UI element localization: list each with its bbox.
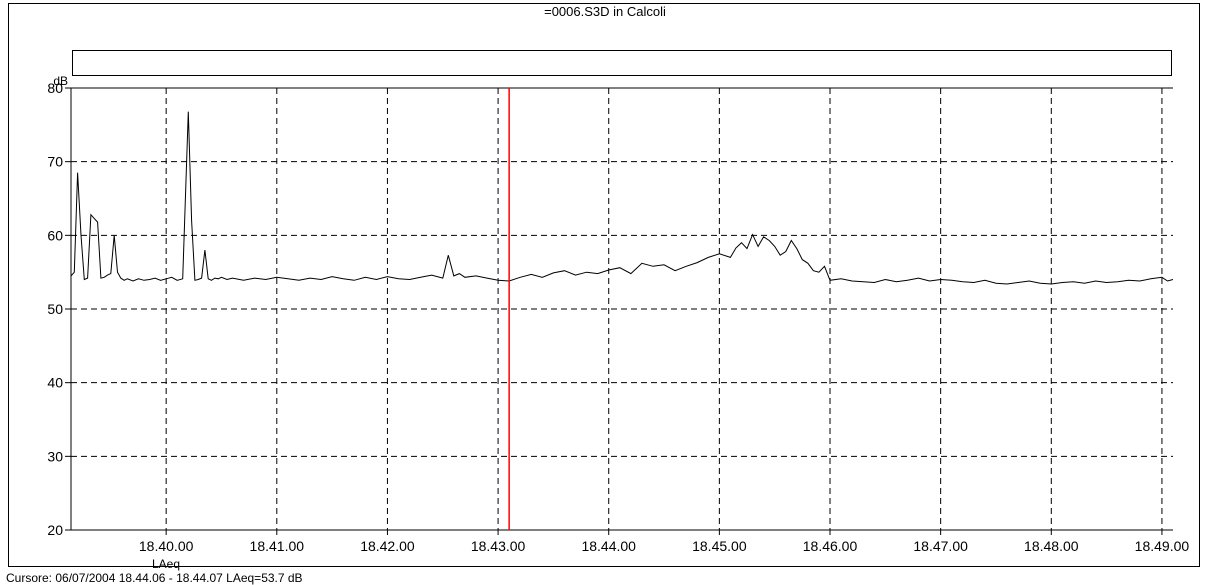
y-tick-label: 40 (47, 375, 63, 391)
x-tick-label: 18.48.00 (1024, 538, 1079, 554)
x-tick-label: 18.43.00 (471, 538, 526, 554)
x-tick-label: 18.42.00 (360, 538, 415, 554)
legend-label-laeq: LAeq (152, 557, 181, 571)
x-tick-label: 18.40.00 (139, 538, 194, 554)
chart-title: =0006.S3D in Calcoli (544, 4, 666, 19)
chart-header-box (72, 50, 1172, 76)
y-axis-label: dB (53, 74, 68, 88)
y-tick-label: 80 (47, 80, 63, 96)
x-tick-label: 18.44.00 (581, 538, 636, 554)
y-tick-label: 30 (47, 448, 63, 464)
y-tick-label: 20 (47, 522, 63, 538)
legend-swatch-laeq (100, 566, 150, 567)
chart-window-frame (8, 3, 1200, 567)
series-line-laeq (70, 111, 1174, 285)
x-tick-label: 18.47.00 (913, 538, 968, 554)
x-tick-label: 18.41.00 (250, 538, 305, 554)
x-tick-label: 18.46.00 (803, 538, 858, 554)
y-tick-label: 60 (47, 227, 63, 243)
cursor-status-text: Cursore: 06/07/2004 18.44.06 - 18.44.07 … (6, 571, 303, 585)
y-tick-label: 50 (47, 301, 63, 317)
x-tick-label: 18.49.00 (1135, 538, 1190, 554)
x-tick-label: 18.45.00 (692, 538, 747, 554)
y-tick-label: 70 (47, 154, 63, 170)
